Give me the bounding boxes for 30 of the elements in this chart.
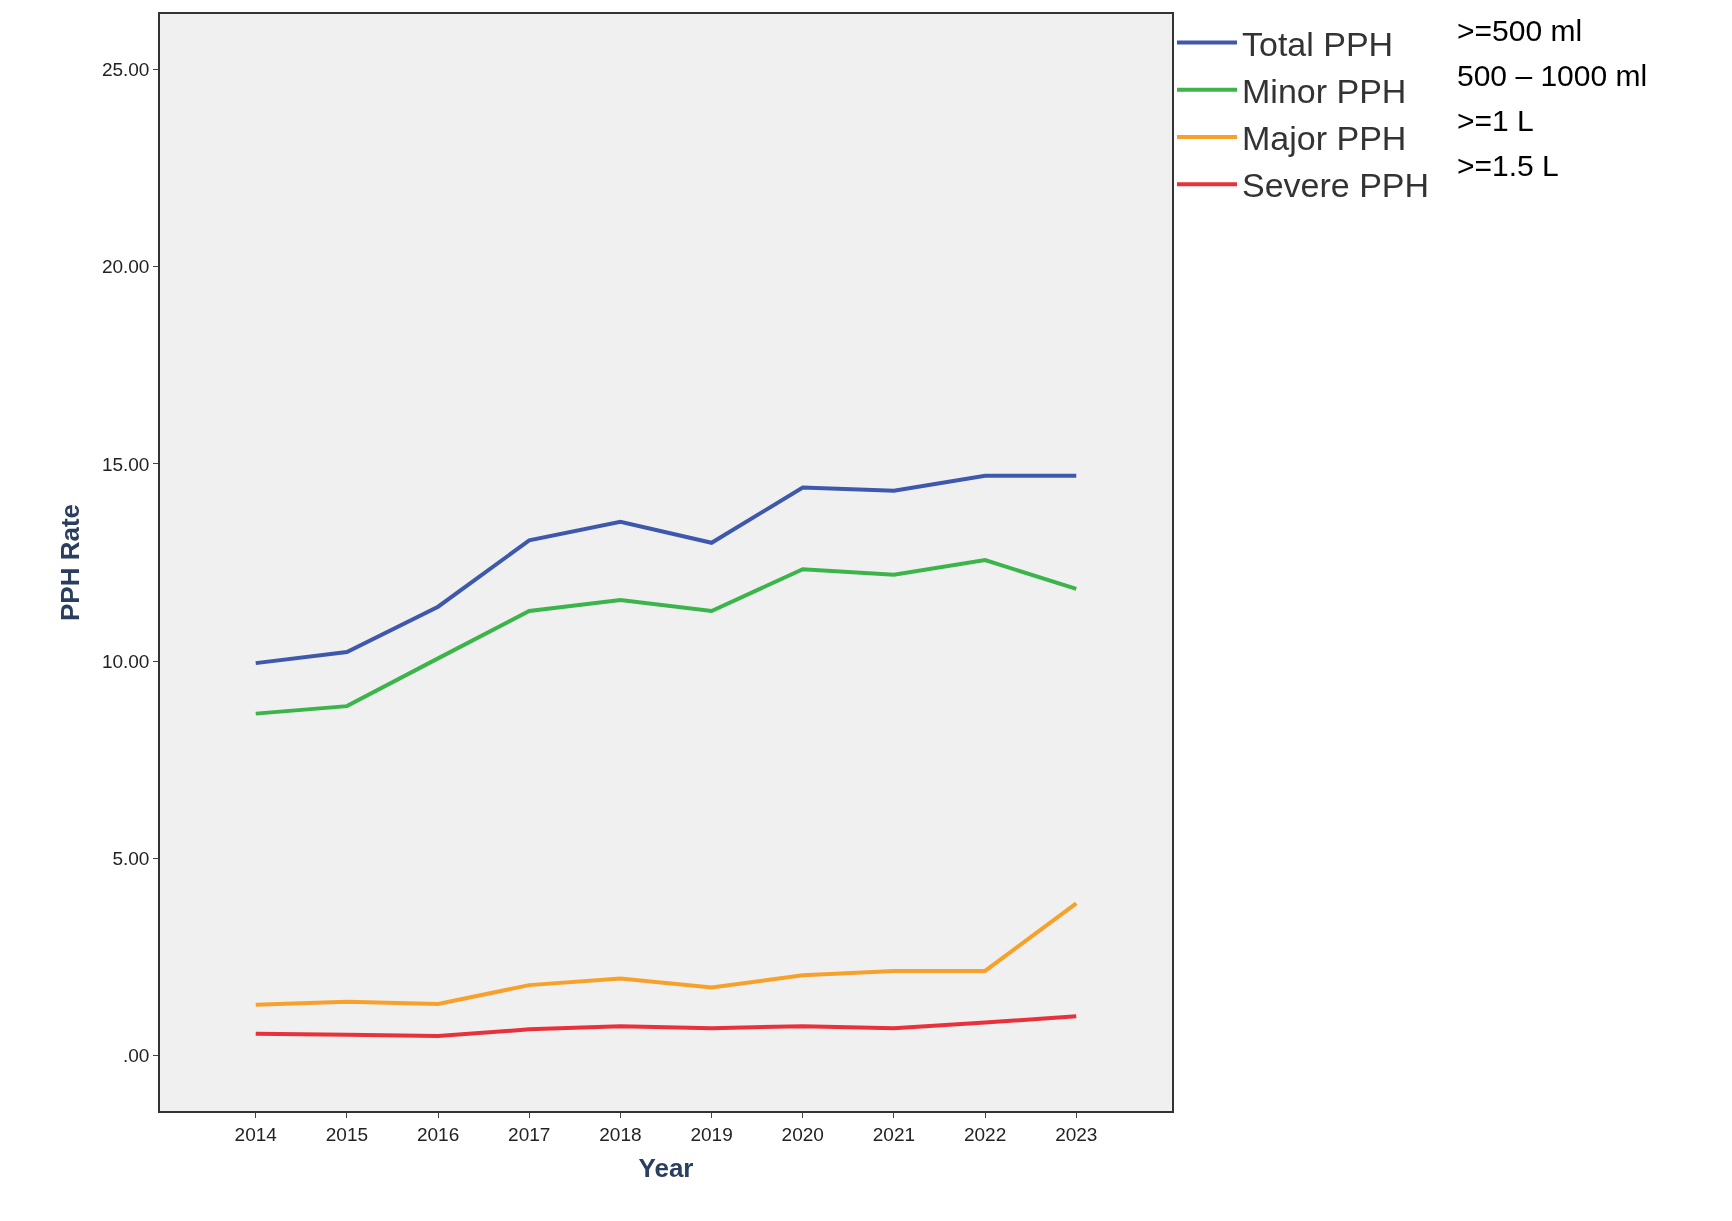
line-series [253, 473, 1079, 666]
line-series [253, 558, 1079, 716]
text: >=1.5 L [1457, 149, 1559, 182]
x-tick-label: 2023 [1055, 1123, 1098, 1145]
line-series [253, 1014, 1079, 1039]
line-series [253, 901, 1079, 1007]
x-tick-label: 2018 [599, 1123, 642, 1145]
y-tick-label: 5.00 [112, 848, 150, 870]
y-tick-label: 25.00 [101, 58, 150, 80]
x-tick-label: 2015 [325, 1123, 369, 1145]
y-axis-title: PPH Rate [54, 503, 85, 622]
x-tick-label: 2022 [963, 1123, 1007, 1145]
y-tick-label: 20.00 [101, 256, 150, 278]
x-tick-label: 2014 [234, 1123, 278, 1145]
legend-label: Minor PPH [1242, 72, 1407, 111]
x-tick-label: 2016 [416, 1123, 460, 1145]
x-tick-label: 2021 [872, 1123, 916, 1145]
legend-label: Severe PPH [1242, 166, 1430, 205]
y-tick-label: .00 [123, 1045, 150, 1067]
x-tick-label: 2017 [508, 1123, 551, 1145]
y-tick-label: 15.00 [101, 453, 150, 475]
y-tick-label: 10.00 [101, 650, 150, 672]
x-tick-label: 2019 [690, 1123, 733, 1145]
text: >=1 L [1457, 104, 1534, 137]
text: >=500 ml [1457, 14, 1583, 47]
legend-label: Major PPH [1242, 119, 1407, 158]
legend-label: Total PPH [1242, 24, 1394, 63]
x-tick-label: 2020 [781, 1123, 824, 1145]
x-axis-title: Year [638, 1152, 694, 1183]
text: 500 – 1000 ml [1457, 59, 1648, 92]
